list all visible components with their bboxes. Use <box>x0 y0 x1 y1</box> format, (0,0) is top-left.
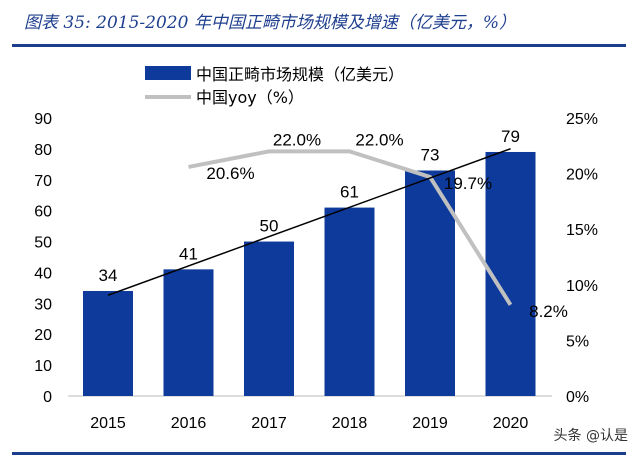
right-tick-label: 5% <box>566 333 589 350</box>
x-tick-label: 2020 <box>493 415 529 432</box>
bar-label: 61 <box>340 183 359 202</box>
chart-title: 图表 35: 2015-2020 年中国正畸市场规模及增速（亿美元，%） <box>24 13 516 33</box>
bar-label: 73 <box>421 146 440 165</box>
bar-label: 34 <box>99 266 118 285</box>
legend-bar-label: 中国正畸市场规模（亿美元） <box>196 65 404 84</box>
yoy-line <box>188 149 513 306</box>
trendline <box>107 148 511 296</box>
x-tick-label: 2019 <box>412 415 448 432</box>
right-tick-label: 20% <box>566 167 598 184</box>
bar-2016 <box>163 269 214 396</box>
bar-2018 <box>324 207 375 396</box>
yoy-label: 8.2% <box>529 302 568 321</box>
right-tick-label: 15% <box>566 222 598 239</box>
left-tick-label: 60 <box>34 204 52 221</box>
left-tick-label: 10 <box>34 358 52 375</box>
x-tick-label: 2015 <box>90 415 126 432</box>
left-tick-label: 20 <box>34 327 52 344</box>
left-tick-label: 90 <box>34 111 52 128</box>
bar-label: 41 <box>179 244 198 263</box>
left-tick-label: 50 <box>34 235 52 252</box>
left-tick-label: 70 <box>34 173 52 190</box>
yoy-label: 22.0% <box>355 130 403 149</box>
bar-2019 <box>405 170 455 396</box>
yoy-label: 19.7% <box>444 174 492 193</box>
legend-bar-swatch <box>145 66 191 80</box>
title-rule <box>12 44 626 47</box>
x-tick-label: 2017 <box>251 415 287 432</box>
left-tick-label: 80 <box>34 142 52 159</box>
watermark: 头条 @认是 <box>553 428 628 444</box>
bar-label: 50 <box>260 217 279 236</box>
yoy-label: 22.0% <box>273 130 321 149</box>
yoy-label: 20.6% <box>206 164 254 183</box>
right-tick-label: 25% <box>566 111 598 128</box>
bar-label: 79 <box>501 127 520 146</box>
left-tick-label: 0 <box>43 389 52 406</box>
legend-line-label: 中国yoy（%） <box>196 88 304 107</box>
footer-rule <box>12 452 626 455</box>
bar-2015 <box>83 290 133 396</box>
x-tick-label: 2016 <box>171 415 207 432</box>
right-tick-label: 10% <box>566 278 598 295</box>
bar-2020 <box>485 151 536 396</box>
bar-2017 <box>244 241 294 396</box>
x-tick-label: 2018 <box>332 415 368 432</box>
right-tick-label: 0% <box>566 389 589 406</box>
left-tick-label: 40 <box>34 265 52 282</box>
left-tick-label: 30 <box>34 296 52 313</box>
